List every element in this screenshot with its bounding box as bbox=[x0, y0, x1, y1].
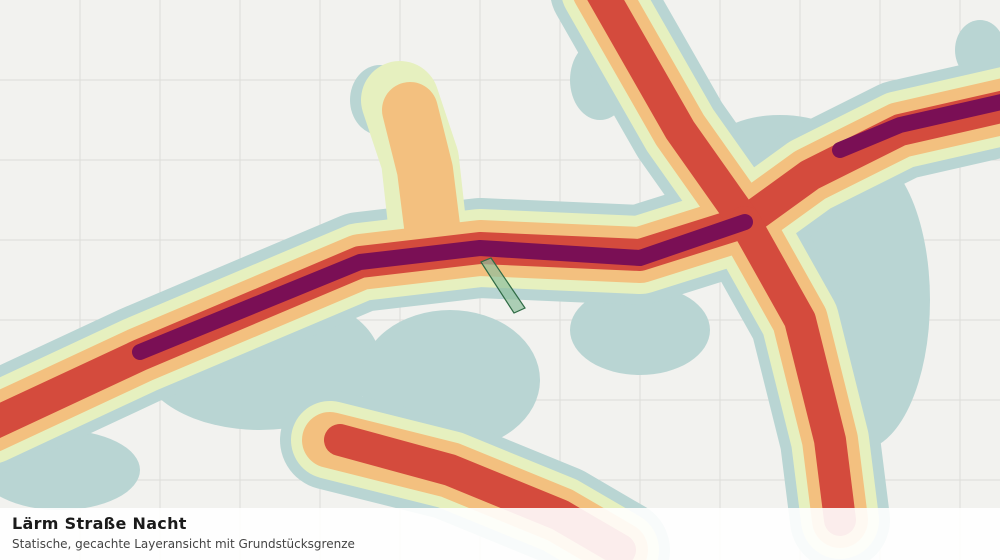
layer-title: Lärm Straße Nacht bbox=[12, 514, 187, 533]
parcel-boundary bbox=[480, 257, 526, 314]
info-panel: Lärm Straße Nacht Statische, gecachte La… bbox=[0, 508, 1000, 560]
layer-subtitle: Statische, gecachte Layeransicht mit Gru… bbox=[12, 537, 355, 551]
